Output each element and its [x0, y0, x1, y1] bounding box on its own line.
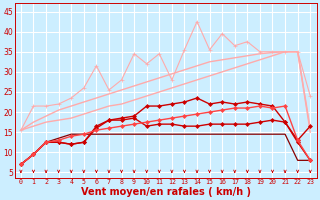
X-axis label: Vent moyen/en rafales ( km/h ): Vent moyen/en rafales ( km/h ) — [81, 187, 251, 197]
